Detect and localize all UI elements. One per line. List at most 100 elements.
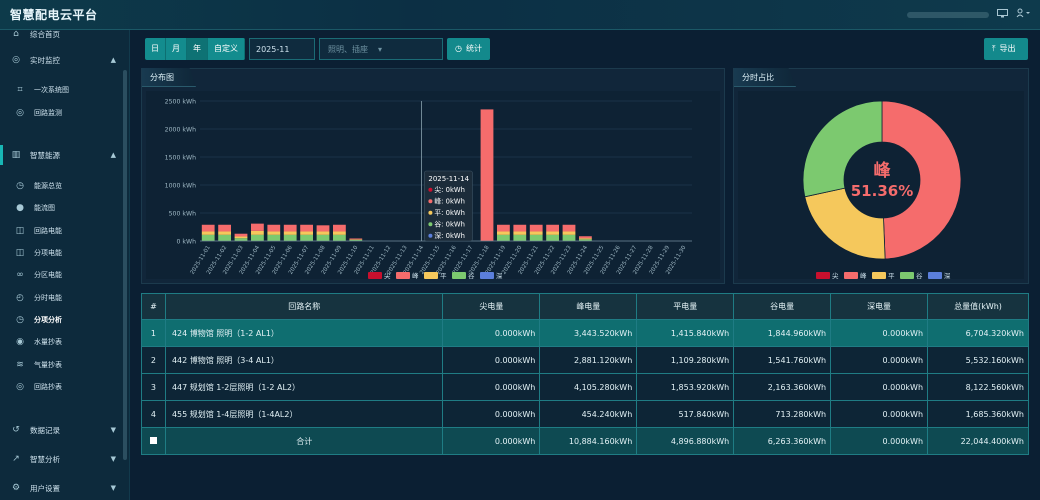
sidebar-item-item-energy[interactable]: ◫ 分项电能 bbox=[0, 243, 124, 263]
sidebar-item-label: 分时电能 bbox=[34, 294, 62, 302]
table-row[interactable]: 4 455 规划馆 1-4层照明（1-4AL2） 0.000kWh 454.24… bbox=[141, 400, 1029, 428]
legend-label: 峰 bbox=[860, 271, 867, 280]
col-feng: 峰电量 bbox=[539, 293, 638, 320]
table-row[interactable]: 3 447 规划馆 1-2层照明（1-2 AL2） 0.000kWh 4,105… bbox=[141, 373, 1029, 401]
bar-segment bbox=[201, 224, 215, 232]
camera-icon: ◎ bbox=[12, 55, 20, 65]
grid-icon: ◫ bbox=[15, 226, 25, 236]
bar-chart[interactable]: 2500 kWh 2000 kWh 1500 kWh 1000 kWh 500 kWh 0… bbox=[146, 91, 722, 281]
sidebar-item-label: 能流图 bbox=[34, 204, 55, 212]
top-bar: 智慧配电云平台 bbox=[0, 0, 1040, 30]
sidebar-group-realtime[interactable]: ◎ 实时监控 ▲ bbox=[0, 50, 124, 70]
distribution-panel: 分布图 2500 kWh 2000 kWh 1500 kWh 1000 kWh 500 … bbox=[141, 68, 725, 284]
tooltip-marker bbox=[428, 233, 433, 238]
sidebar-item-loop-meter[interactable]: ◎ 回路抄表 bbox=[0, 377, 124, 397]
export-button[interactable]: ⤒ 导出 bbox=[984, 38, 1028, 60]
tooltip-row: 深: 0kWh bbox=[434, 231, 465, 240]
legend-label: 平 bbox=[440, 272, 447, 280]
sidebar-item-water-meter[interactable]: ◉ 水量抄表 bbox=[0, 332, 124, 352]
select-all-checkbox[interactable] bbox=[149, 436, 157, 444]
bar-segment bbox=[562, 231, 576, 235]
donut-chart[interactable]: 峰51.36%尖峰平谷深 bbox=[738, 91, 1026, 281]
tab-day[interactable]: 日 bbox=[145, 38, 166, 60]
bar-segment bbox=[349, 238, 363, 240]
col-index: # bbox=[141, 293, 166, 320]
bar-segment bbox=[267, 224, 281, 232]
bar-segment bbox=[546, 224, 559, 232]
clock-icon: ◷ bbox=[16, 181, 24, 191]
sidebar-scrollbar[interactable] bbox=[123, 70, 127, 460]
bar-segment bbox=[283, 234, 297, 241]
sidebar-item-loop-energy[interactable]: ◫ 回路电能 bbox=[0, 221, 124, 241]
bar-segment bbox=[546, 231, 559, 235]
sidebar-group-user-settings[interactable]: ⚙ 用户设置 ▼ bbox=[0, 478, 124, 498]
col-shen: 深电量 bbox=[830, 293, 929, 320]
bar-segment bbox=[333, 231, 346, 235]
sidebar-item-energy-overview[interactable]: ◷ 能源总览 bbox=[0, 176, 124, 196]
diagram-icon: ⌗ bbox=[17, 85, 23, 95]
sidebar-item-label: 一次系统图 bbox=[34, 86, 69, 94]
category-select[interactable]: 照明、插座 ▾ bbox=[319, 38, 443, 60]
bar-segment bbox=[497, 234, 510, 241]
flame-icon: ≋ bbox=[16, 360, 24, 370]
sidebar-item-zone-energy[interactable]: ∞ 分区电能 bbox=[0, 265, 124, 285]
account-name-blurred bbox=[907, 11, 989, 18]
sidebar-item-time-energy[interactable]: ◴ 分时电能 bbox=[0, 288, 124, 308]
tab-year[interactable]: 年 bbox=[187, 38, 208, 60]
ratio-chart-area: 峰 51.36% 尖峰平谷深 bbox=[738, 91, 1026, 281]
gear-icon: ⚙ bbox=[11, 483, 21, 493]
sidebar-item-label: 分区电能 bbox=[34, 271, 62, 279]
sidebar-item-gas-meter[interactable]: ≋ 气量抄表 bbox=[0, 355, 124, 375]
donut-slice bbox=[881, 100, 962, 260]
sidebar-item-energy-flow[interactable]: ● 能流图 bbox=[0, 198, 124, 218]
tab-month[interactable]: 月 bbox=[166, 38, 187, 60]
sidebar-item-label: 实时监控 bbox=[30, 55, 60, 65]
sidebar-group-energy[interactable]: ▥ 智慧能源 ▲ bbox=[0, 145, 124, 165]
stat-button[interactable]: ◷ 统计 bbox=[447, 38, 490, 60]
legend-label: 谷 bbox=[916, 271, 923, 280]
legend-swatch bbox=[928, 272, 942, 279]
sidebar-item-label: 回路抄表 bbox=[34, 383, 62, 391]
bar-segment bbox=[333, 224, 346, 232]
legend-swatch bbox=[872, 272, 886, 279]
sidebar-item-loop-monitor[interactable]: ◎ 回路监测 bbox=[0, 103, 124, 123]
sidebar-group-analysis[interactable]: ↗ 智慧分析 ▼ bbox=[0, 449, 124, 469]
legend-label: 深 bbox=[496, 271, 503, 280]
meter-icon: ◎ bbox=[16, 382, 24, 392]
sidebar-item-label: 数据记录 bbox=[30, 425, 60, 435]
legend-label: 尖 bbox=[384, 271, 391, 280]
tooltip-marker bbox=[428, 199, 433, 204]
sidebar-group-records[interactable]: ↺ 数据记录 ▼ bbox=[0, 420, 124, 440]
bar-segment bbox=[283, 231, 297, 235]
legend-label: 平 bbox=[888, 272, 895, 280]
bar-segment bbox=[300, 224, 313, 232]
user-icon[interactable] bbox=[1016, 8, 1030, 21]
drop-icon: ◉ bbox=[16, 337, 24, 347]
date-input[interactable]: 2025-11 bbox=[249, 38, 315, 60]
table-row[interactable]: 1 424 博物馆 照明（1-2 AL1） 0.000kWh 3,443.520… bbox=[141, 319, 1029, 347]
legend-swatch bbox=[424, 272, 438, 279]
bar-segment bbox=[529, 234, 543, 241]
sidebar-item-diagram[interactable]: ⌗ 一次系统图 bbox=[0, 80, 124, 100]
legend-swatch bbox=[396, 272, 410, 279]
sidebar-item-label: 水量抄表 bbox=[34, 338, 62, 346]
bar-segment bbox=[497, 231, 510, 235]
table-row[interactable]: 2 442 博物馆 照明（3-4 AL1） 0.000kWh 2,881.120… bbox=[141, 346, 1029, 374]
sidebar-item-label: 能源总览 bbox=[34, 182, 62, 190]
sidebar-item-label: 回路电能 bbox=[34, 227, 62, 235]
legend-swatch bbox=[844, 272, 858, 279]
sidebar-item-home[interactable]: ⌂ 综合首页 bbox=[0, 30, 124, 44]
sidebar-item-label: 智慧分析 bbox=[30, 454, 60, 464]
bar-segment bbox=[218, 224, 231, 232]
tooltip-marker bbox=[428, 210, 433, 215]
sidebar-item-item-analysis[interactable]: ◷ 分项分析 bbox=[0, 310, 124, 330]
display-icon[interactable] bbox=[997, 8, 1008, 21]
chevron-up-icon: ▲ bbox=[110, 56, 116, 64]
bar-segment bbox=[300, 234, 313, 241]
bar-segment bbox=[201, 231, 215, 235]
y-tick-label: 1500 kWh bbox=[165, 155, 196, 162]
bar-segment bbox=[513, 224, 527, 232]
tab-custom[interactable]: 自定义 bbox=[208, 38, 245, 60]
table-header-row: # 回路名称 尖电量 峰电量 平电量 谷电量 深电量 总量值(kWh) bbox=[141, 293, 1029, 320]
bar-segment bbox=[234, 238, 248, 241]
